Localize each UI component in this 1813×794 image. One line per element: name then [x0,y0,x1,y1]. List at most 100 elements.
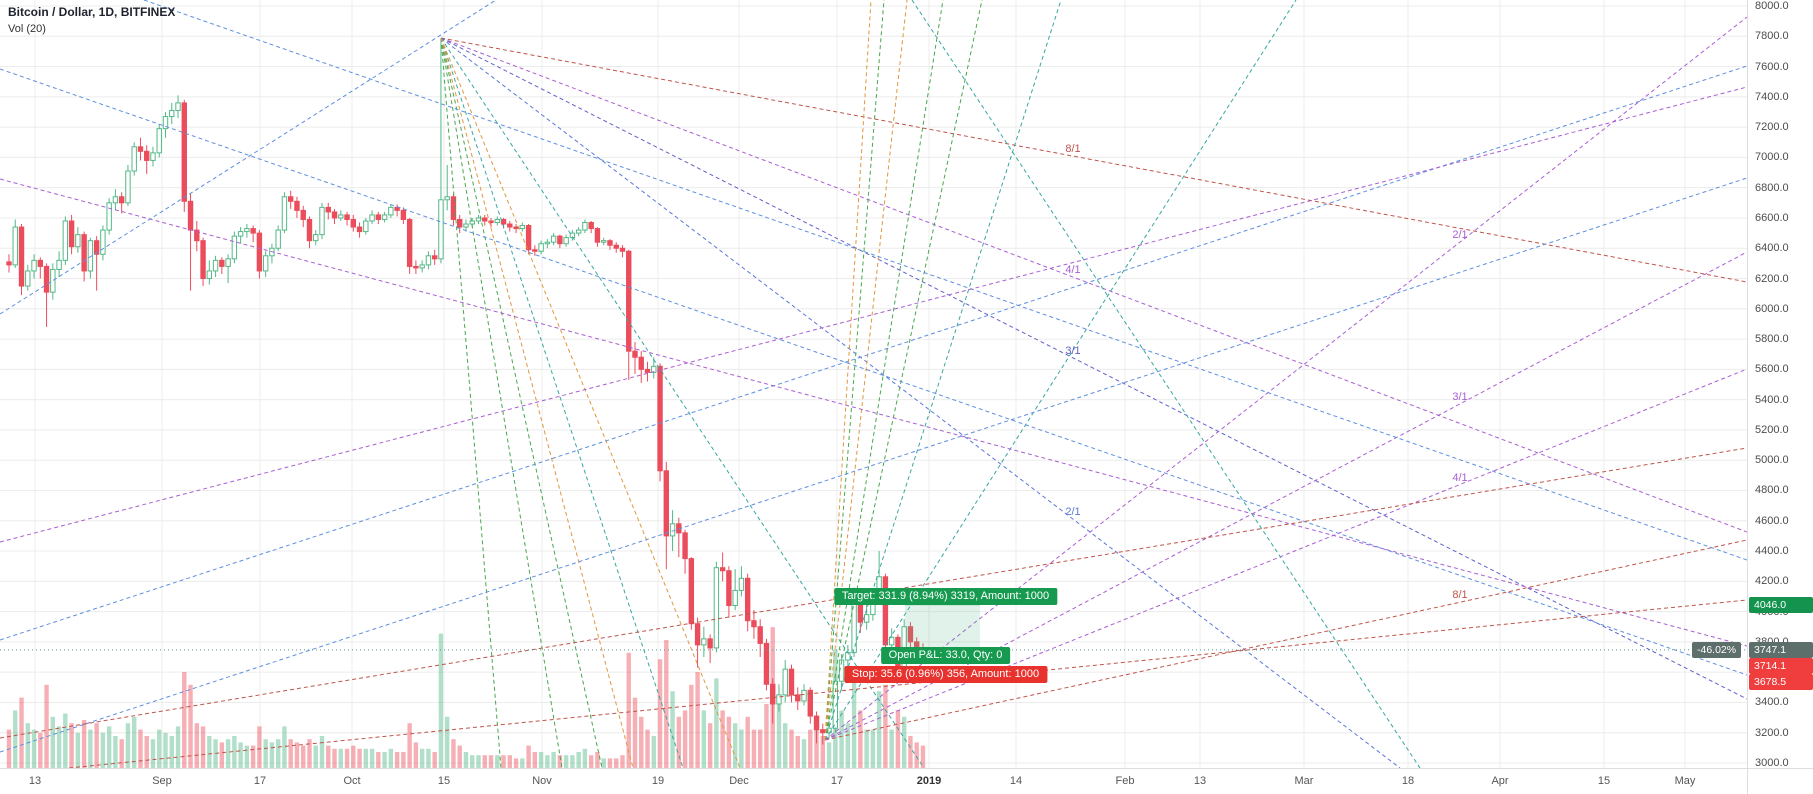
volume-bar [664,640,669,768]
chart-area[interactable]: Bitcoin / Dollar, 1D, BITFINEX Vol (20) … [0,0,1747,768]
change-percent-tag: -46.02% [1692,641,1742,658]
volume-bar [113,736,118,768]
trend-line[interactable] [143,0,1747,561]
price-axis-label: 4200.0 [1755,575,1789,588]
trend-line[interactable] [440,37,634,768]
trend-line[interactable] [824,368,1747,741]
candle-body [106,202,112,231]
volume-bar [889,729,894,768]
candle-body [525,225,532,251]
candle-body [300,209,306,220]
position-profit-zone[interactable] [905,604,980,655]
volume-bar [482,755,487,768]
volume-bar [876,691,882,768]
volume-bar [607,758,613,768]
trend-line[interactable] [440,37,684,768]
time-axis[interactable]: 13 Sep 17 Oct 15 Nov 19 Dec 17 2019 14 Feb 13 Mar 18 Ap… [0,768,1747,794]
price-axis-label: 7400.0 [1755,90,1789,103]
volume-bar [138,729,143,768]
volume-bar [338,748,343,768]
trend-line[interactable] [0,65,1747,641]
volume-bar [908,736,913,768]
trend-line[interactable] [440,37,741,768]
position-stop-label[interactable]: Stop: 35.6 (0.96%) 356, Amount: 1000 [843,666,1048,684]
candle-body [532,249,538,252]
trend-line[interactable] [0,86,1747,543]
trend-line[interactable] [824,539,1747,741]
volume-bar [38,732,43,768]
volume-bar [232,736,237,768]
candle-body [538,243,544,252]
trend-line[interactable] [824,0,1297,741]
candle-body [738,577,745,591]
target-price-tag: 4046.0 [1749,596,1813,613]
trend-line[interactable] [824,0,908,741]
trend-line[interactable] [824,0,944,741]
trend-line[interactable] [824,0,885,741]
volume-bar [513,758,519,768]
volume-bar [551,752,556,768]
volume-bar [382,752,387,768]
trend-line[interactable] [440,37,925,768]
candle-body [431,255,438,260]
candle-body [288,196,294,202]
candle-body [500,218,507,225]
volume-bar [739,729,744,768]
trend-line[interactable] [824,0,983,741]
candle-body [25,270,31,287]
trend-line[interactable] [68,599,1747,768]
candle-body [801,689,807,702]
position-open-pnl-label[interactable]: Open P&L: 33.0, Qty: 0 [880,646,1011,664]
trend-line[interactable] [824,251,1747,741]
volume-bar [801,739,807,768]
trend-line[interactable] [0,68,1747,676]
trend-line[interactable] [440,37,502,768]
candle-body [601,240,607,243]
trend-line[interactable] [440,37,603,768]
trend-line[interactable] [440,37,1401,768]
volume-bar [319,736,325,768]
trend-line[interactable] [440,37,563,768]
volume-bar [776,704,782,768]
trend-line[interactable] [0,178,1747,647]
volume-bar [13,710,18,768]
candle-body [275,229,281,249]
gann-fan-label: 8/1 [1452,588,1468,601]
gann-fan-label: 8/1 [1065,142,1081,155]
price-axis-label: 3000.0 [1755,757,1789,769]
symbol-title[interactable]: Bitcoin / Dollar, 1D, BITFINEX [8,5,176,19]
candle-body [381,214,388,220]
trend-line[interactable] [824,0,872,741]
candle-body [438,199,444,260]
candle-body [319,206,325,236]
candle-body [156,128,162,154]
candle-body [262,255,269,272]
trend-line[interactable] [0,177,1747,753]
volume-bar [401,752,406,768]
price-axis-label: 7200.0 [1755,121,1789,134]
time-axis-label: Apr [1491,775,1509,787]
volume-indicator-label[interactable]: Vol (20) [8,23,46,35]
candle-body [832,680,839,729]
axis-corner [1747,768,1813,794]
time-axis-label: 17 [830,775,844,787]
volume-bar [125,723,131,768]
trend-line[interactable] [824,16,1747,741]
candle-body [175,102,181,111]
volume-bar [783,723,788,768]
trend-line[interactable] [824,0,1062,741]
volume-bar [914,742,919,768]
candle-body [644,368,651,373]
time-axis-label: Sep [152,775,172,787]
price-axis[interactable]: 3000.03200.03400.03600.03800.04000.04200… [1747,0,1813,769]
trend-line[interactable] [440,37,1747,533]
trend-line[interactable] [440,37,1747,700]
price-chart-canvas[interactable] [0,0,1747,768]
volume-bar [451,739,456,768]
candle-body [713,567,720,649]
volume-bar [851,672,857,768]
trend-line[interactable] [440,37,1747,283]
price-axis-label: 6000.0 [1755,302,1789,315]
position-target-label[interactable]: Target: 331.9 (8.94%) 3319, Amount: 1000 [833,587,1058,605]
volume-bar [845,723,851,768]
